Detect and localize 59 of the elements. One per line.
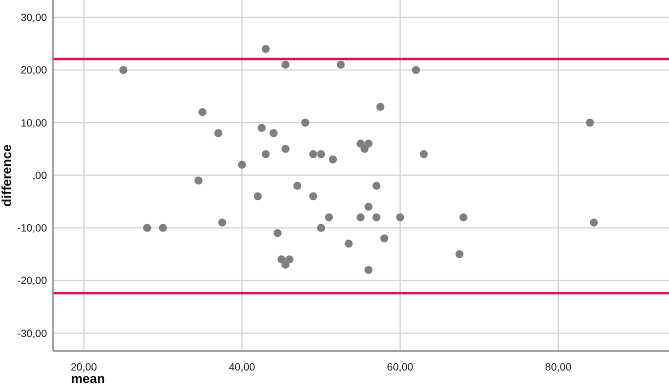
y-tick-label: ,00	[32, 170, 48, 182]
point	[281, 144, 290, 153]
point	[218, 218, 226, 227]
point	[262, 150, 270, 158]
point	[317, 224, 326, 232]
point	[262, 44, 270, 53]
point	[420, 150, 428, 158]
point	[356, 140, 365, 148]
point	[270, 129, 278, 138]
y-tick-label: 30,00	[20, 12, 48, 24]
y-tick-label: 20,00	[20, 64, 48, 77]
y-tick-label: -10,00	[17, 222, 48, 235]
point	[376, 102, 384, 111]
x-axis-title: mean	[71, 371, 106, 386]
x-tick-label: 40,00	[228, 362, 256, 374]
point	[459, 213, 468, 222]
y-tick-label: 10,00	[20, 117, 48, 130]
point	[372, 213, 380, 222]
point	[364, 140, 373, 148]
point	[360, 144, 369, 153]
point	[281, 260, 290, 269]
point	[344, 240, 353, 248]
point	[364, 266, 373, 274]
y-axis-title: difference	[0, 144, 14, 207]
x-tick-label: 60,00	[387, 362, 414, 374]
point	[198, 108, 206, 116]
point	[380, 234, 388, 242]
point	[336, 60, 345, 69]
point	[301, 118, 310, 127]
point	[372, 182, 380, 190]
point	[455, 250, 464, 258]
point	[293, 182, 302, 190]
point	[309, 150, 318, 158]
point	[309, 192, 318, 200]
point	[258, 124, 266, 132]
point	[143, 224, 152, 232]
point	[278, 255, 286, 264]
y-tick-label: -30,00	[17, 328, 48, 340]
point	[328, 155, 337, 164]
point	[285, 255, 294, 264]
point	[158, 224, 167, 232]
point	[324, 213, 333, 222]
y-tick-label: -20,00	[17, 275, 48, 288]
point	[412, 66, 420, 74]
point	[356, 213, 365, 222]
point	[254, 192, 262, 200]
point	[119, 66, 128, 74]
x-tick-label: 80,00	[545, 362, 572, 374]
point	[194, 176, 202, 184]
point	[214, 129, 222, 138]
point	[396, 213, 404, 222]
point	[590, 218, 598, 227]
point	[364, 202, 373, 211]
point	[274, 229, 282, 238]
point	[238, 160, 246, 169]
point	[317, 150, 326, 158]
point	[586, 118, 594, 127]
x-tick-label: 20,00	[70, 362, 98, 374]
point	[281, 60, 290, 69]
